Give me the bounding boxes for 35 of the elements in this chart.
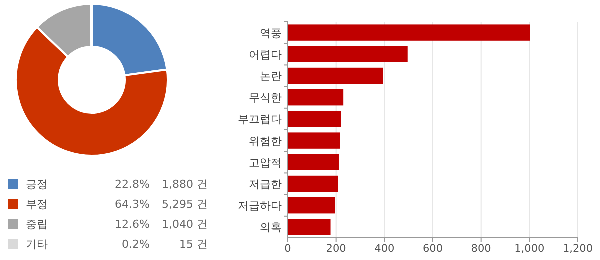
x-tick-label: 200 xyxy=(326,243,346,255)
x-tick-label: 800 xyxy=(471,243,492,255)
y-tick-label: 의혹 xyxy=(260,221,282,234)
data-label: 12.6% 1,040 건 xyxy=(115,218,208,231)
bar xyxy=(288,154,339,170)
bar xyxy=(288,111,342,128)
bar xyxy=(288,24,530,41)
y-tick-label: 저급한 xyxy=(249,178,282,191)
data-label: 64.3% 5,295 건 xyxy=(115,198,208,211)
y-tick-label: 위험한 xyxy=(249,134,282,148)
bar xyxy=(288,68,384,84)
legend-label: 중립 xyxy=(26,218,48,231)
data-label: 22.8% 1,880 건 xyxy=(115,178,208,191)
x-tick-label: 1,000 xyxy=(514,243,545,255)
bar xyxy=(288,90,344,106)
y-tick-label: 무식한 xyxy=(249,92,282,105)
x-tick-label: 600 xyxy=(422,243,444,255)
legend-label: 긍정 xyxy=(26,178,48,191)
y-tick-label: 저급하다 xyxy=(238,200,282,213)
legend-label: 부정 xyxy=(26,198,48,211)
y-tick-label: 어렵다 xyxy=(249,48,282,62)
bar xyxy=(288,176,338,192)
bar xyxy=(288,198,336,214)
bar xyxy=(288,46,408,62)
bar xyxy=(288,132,340,149)
y-tick-label: 역풍 xyxy=(260,26,282,40)
y-tick-label: 논란 xyxy=(260,70,282,83)
x-tick-label: 0 xyxy=(284,243,292,255)
y-tick-label: 부끄럽다 xyxy=(238,113,282,126)
bar xyxy=(288,219,331,236)
x-tick-label: 1,200 xyxy=(562,243,594,255)
x-tick-label: 400 xyxy=(374,243,395,255)
text: 0.2% 15 건 xyxy=(122,238,208,251)
y-tick-label: 고압적 xyxy=(249,156,282,170)
legend-label: 기타 xyxy=(26,238,48,251)
